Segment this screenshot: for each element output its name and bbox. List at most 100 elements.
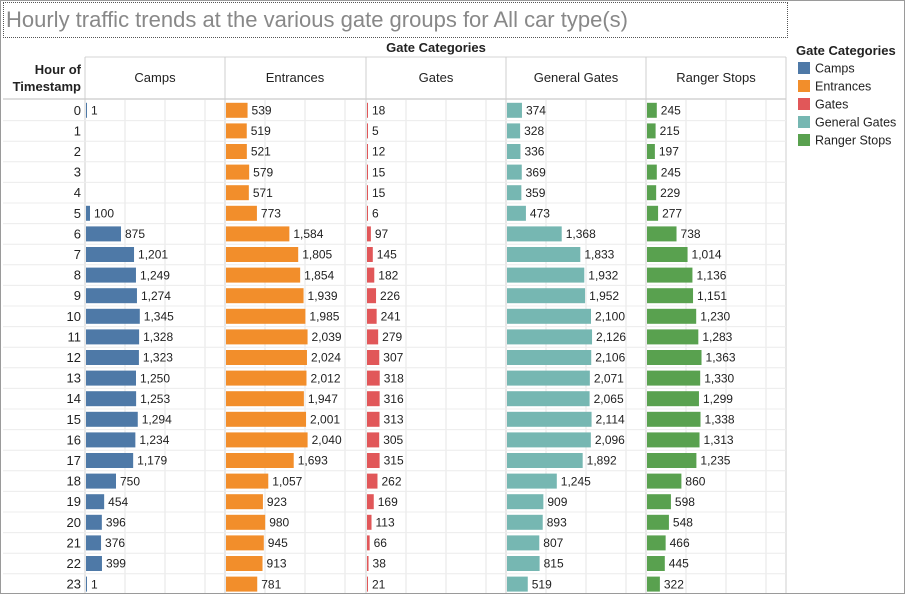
bar-gates [367, 123, 368, 139]
hour-label: 10 [67, 309, 81, 324]
bar-gates [367, 514, 372, 530]
data-label: 2,012 [310, 371, 340, 385]
bar-entrances [226, 391, 304, 407]
data-label: 66 [374, 536, 388, 550]
bar-entrances [226, 102, 248, 118]
data-label: 1,151 [697, 289, 727, 303]
data-label: 97 [375, 227, 389, 241]
bar-general-gates [507, 535, 540, 551]
legend-item: Camps [815, 62, 855, 76]
data-label: 571 [253, 186, 273, 200]
data-label: 2,096 [595, 433, 625, 447]
bar-camps [86, 350, 139, 365]
bar-entrances [226, 329, 308, 345]
data-label: 2,065 [594, 392, 624, 406]
data-label: 539 [252, 104, 272, 118]
bar-ranger-stops [647, 267, 693, 283]
data-label: 1,235 [700, 454, 730, 468]
data-label: 1,283 [702, 330, 732, 344]
data-label: 15 [372, 186, 386, 200]
hour-label: 0 [74, 103, 81, 118]
bar-ranger-stops [647, 514, 669, 530]
bar-entrances [226, 288, 304, 304]
bar-gates [367, 329, 379, 345]
bar-gates [367, 205, 368, 221]
data-label: 197 [659, 145, 679, 159]
data-label: 2,071 [594, 371, 624, 385]
bar-general-gates [507, 205, 526, 221]
bar-entrances [226, 350, 307, 365]
bar-entrances [226, 432, 308, 448]
bar-camps [86, 370, 136, 386]
bar-gates [367, 391, 380, 407]
data-label: 399 [106, 557, 126, 571]
data-label: 2,114 [596, 413, 625, 427]
bar-ranger-stops [647, 102, 657, 118]
bar-gates [367, 535, 370, 551]
bar-camps [86, 308, 140, 324]
data-label: 1,253 [140, 392, 170, 406]
data-label: 6 [372, 207, 379, 221]
bar-entrances [226, 185, 249, 201]
bar-ranger-stops [647, 370, 701, 386]
bar-entrances [226, 473, 269, 489]
bar-camps [86, 576, 87, 592]
column-header-gates: Gates [419, 70, 454, 85]
bar-gates [367, 247, 373, 262]
column-group-title: Gate Categories [386, 40, 486, 55]
bar-ranger-stops [647, 205, 659, 221]
data-label: 1,249 [140, 268, 170, 282]
bar-ranger-stops [647, 329, 699, 345]
bar-camps [86, 432, 136, 448]
bar-general-gates [507, 267, 585, 283]
legend-swatch [798, 116, 810, 128]
bar-entrances [226, 370, 307, 386]
bar-gates [367, 350, 380, 365]
bar-ranger-stops [647, 411, 701, 427]
bar-entrances [226, 576, 258, 592]
data-label: 1,230 [700, 310, 730, 324]
data-label: 279 [382, 330, 402, 344]
data-label: 945 [268, 536, 288, 550]
data-label: 2,001 [310, 413, 340, 427]
bar-general-gates [507, 164, 522, 180]
hour-label: 17 [67, 453, 81, 468]
data-label: 2,040 [312, 433, 342, 447]
bar-camps [86, 556, 102, 571]
bar-ranger-stops [647, 453, 697, 468]
column-header-general-gates: General Gates [534, 70, 619, 85]
data-label: 1,201 [138, 248, 168, 262]
bar-camps [86, 102, 87, 118]
data-label: 738 [681, 227, 701, 241]
data-label: 1,274 [141, 289, 171, 303]
data-label: 519 [251, 124, 271, 138]
bar-camps [86, 267, 136, 283]
bar-ranger-stops [647, 535, 666, 551]
data-label: 1 [91, 577, 98, 591]
bar-ranger-stops [647, 576, 660, 592]
bar-camps [86, 535, 102, 551]
bar-camps [86, 453, 134, 468]
data-label: 807 [543, 536, 563, 550]
data-label: 1,833 [584, 248, 614, 262]
chart-title: Hourly traffic trends at the various gat… [6, 7, 628, 32]
hour-label: 23 [67, 577, 81, 592]
data-label: 277 [662, 207, 682, 221]
data-label: 548 [673, 516, 693, 530]
hour-label: 18 [67, 474, 81, 489]
data-label: 169 [378, 495, 398, 509]
bar-general-gates [507, 473, 557, 489]
bar-entrances [226, 205, 257, 221]
data-label: 2,106 [595, 351, 625, 365]
data-label: 226 [380, 289, 400, 303]
bar-gates [367, 494, 374, 510]
data-label: 1,057 [272, 474, 302, 488]
data-label: 374 [526, 104, 546, 118]
data-label: 1,179 [137, 454, 167, 468]
data-label: 2,024 [311, 351, 341, 365]
data-label: 1,250 [140, 371, 170, 385]
bar-general-gates [507, 391, 590, 407]
data-label: 328 [524, 124, 544, 138]
bar-entrances [226, 556, 263, 571]
